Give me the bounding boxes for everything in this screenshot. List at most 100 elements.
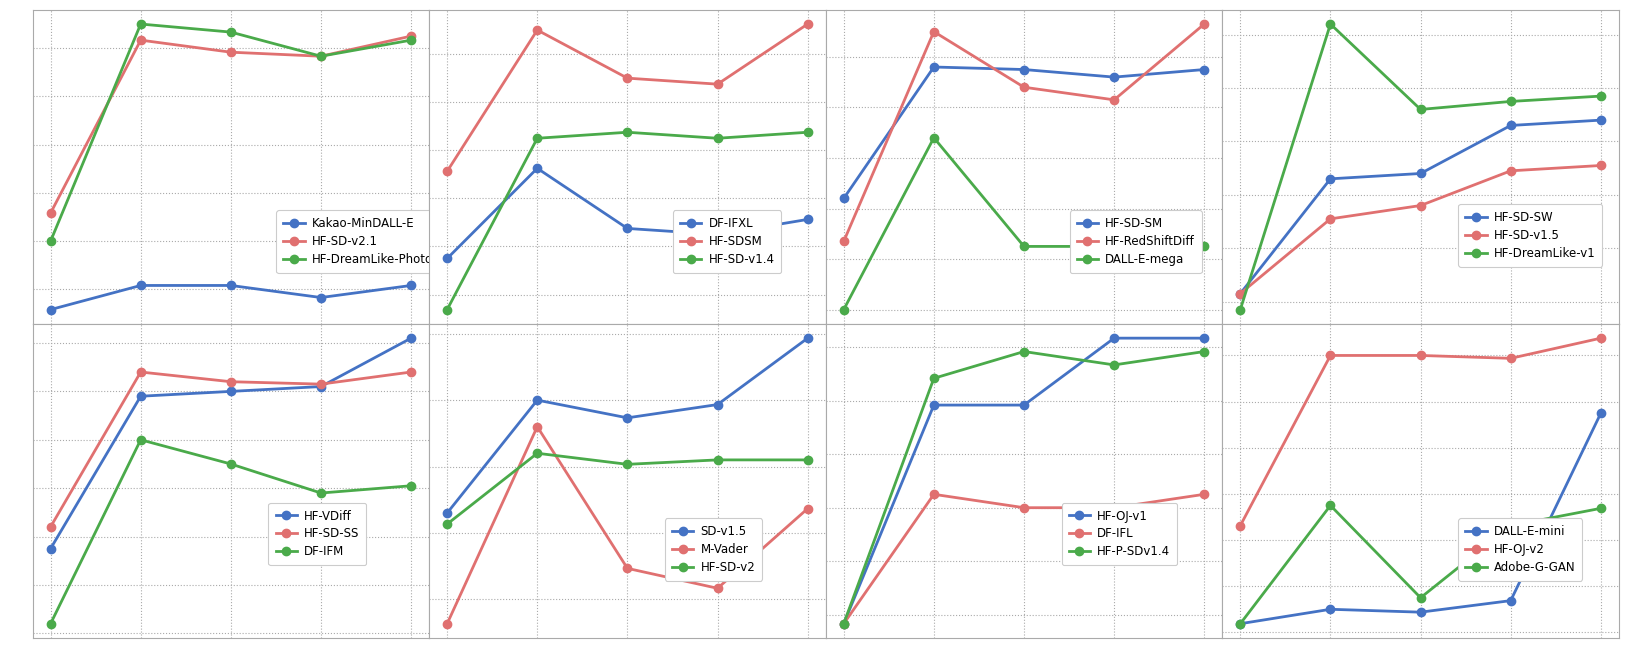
Line: DF-IFM: DF-IFM: [47, 436, 415, 628]
HF-SD-v1.5: [1502, 167, 1521, 174]
HF-RedShiftDiff: [924, 28, 944, 36]
DF-IFL: [835, 620, 854, 628]
Kakao-MinDALL-E: [402, 282, 421, 290]
HF-SD-SM: [1194, 66, 1214, 74]
DF-IFXL: [618, 225, 638, 232]
HF-SD-SW: [1591, 117, 1611, 124]
Line: Adobe-G-GAN: Adobe-G-GAN: [1237, 501, 1604, 628]
Legend: HF-SD-SM, HF-RedShiftDiff, DALL-E-mega: HF-SD-SM, HF-RedShiftDiff, DALL-E-mega: [1069, 210, 1202, 273]
Line: SD-v1.5: SD-v1.5: [443, 334, 812, 517]
HF-SD-v2: [708, 456, 727, 464]
Line: HF-SD-v2.1: HF-SD-v2.1: [47, 32, 415, 217]
Line: HF-OJ-v2: HF-OJ-v2: [1237, 334, 1604, 530]
HF-P-SDv1.4: [1194, 348, 1214, 355]
HF-P-SDv1.4: [924, 374, 944, 382]
HF-SD-v1.5: [1230, 290, 1250, 298]
HF-SD-SS: [311, 380, 330, 388]
DF-IFXL: [797, 215, 817, 223]
Line: HF-SD-v1.5: HF-SD-v1.5: [1237, 161, 1604, 298]
HF-SD-SW: [1502, 122, 1521, 130]
Kakao-MinDALL-E: [130, 282, 150, 290]
Kakao-MinDALL-E: [41, 306, 60, 314]
Line: Kakao-MinDALL-E: Kakao-MinDALL-E: [47, 281, 415, 314]
HF-SD-v1.4: [708, 134, 727, 142]
HF-SD-v2: [797, 456, 817, 464]
HF-OJ-v1: [1105, 334, 1124, 342]
DF-IFXL: [527, 165, 547, 173]
HF-SD-SW: [1411, 169, 1430, 177]
HF-OJ-v2: [1502, 354, 1521, 362]
HF-DreamLike-v1: [1230, 306, 1250, 314]
DALL-E-mega: [924, 134, 944, 142]
DF-IFL: [1014, 504, 1033, 512]
DF-IFL: [1105, 504, 1124, 512]
HF-SD-SM: [835, 195, 854, 202]
HF-DreamLike-Photoreal-v2.0: [402, 36, 421, 44]
Adobe-G-GAN: [1321, 501, 1341, 509]
SD-v1.5: [618, 414, 638, 422]
SD-v1.5: [527, 396, 547, 404]
HF-SD-v2: [438, 520, 457, 528]
HF-VDiff: [130, 393, 150, 400]
HF-VDiff: [311, 383, 330, 391]
HF-OJ-v1: [1014, 401, 1033, 409]
DALL-E-mini: [1411, 608, 1430, 616]
HF-DreamLike-v1: [1321, 20, 1341, 28]
Legend: SD-v1.5, M-Vader, HF-SD-v2: SD-v1.5, M-Vader, HF-SD-v2: [665, 518, 763, 581]
DALL-E-mini: [1230, 620, 1250, 628]
HF-RedShiftDiff: [1194, 20, 1214, 28]
HF-SD-v1.4: [797, 128, 817, 136]
HF-SD-v2: [527, 449, 547, 457]
HF-DreamLike-v1: [1411, 105, 1430, 113]
Line: HF-DreamLike-Photoreal-v2.0: HF-DreamLike-Photoreal-v2.0: [47, 20, 415, 245]
HF-P-SDv1.4: [835, 620, 854, 628]
HF-SD-SW: [1230, 290, 1250, 298]
HF-SD-v1.4: [438, 306, 457, 314]
HF-VDiff: [221, 387, 241, 395]
Line: DALL-E-mini: DALL-E-mini: [1237, 409, 1604, 628]
M-Vader: [438, 620, 457, 628]
HF-VDiff: [402, 334, 421, 342]
HF-SD-v1.5: [1591, 161, 1611, 169]
DF-IFM: [311, 489, 330, 497]
HF-SDSM: [618, 74, 638, 82]
DALL-E-mini: [1591, 409, 1611, 417]
Line: DF-IFXL: DF-IFXL: [443, 164, 812, 262]
HF-SD-v2.1: [402, 32, 421, 40]
HF-P-SDv1.4: [1105, 361, 1124, 369]
Line: HF-SDSM: HF-SDSM: [443, 20, 812, 176]
Legend: HF-SD-SW, HF-SD-v1.5, HF-DreamLike-v1: HF-SD-SW, HF-SD-v1.5, HF-DreamLike-v1: [1458, 204, 1603, 267]
DF-IFXL: [438, 255, 457, 262]
DALL-E-mega: [1014, 243, 1033, 251]
HF-SDSM: [708, 80, 727, 88]
DF-IFL: [924, 490, 944, 498]
DF-IFXL: [708, 230, 727, 238]
Line: HF-SD-v1.4: HF-SD-v1.4: [443, 128, 812, 314]
M-Vader: [618, 564, 638, 572]
DF-IFM: [41, 620, 60, 628]
Adobe-G-GAN: [1591, 505, 1611, 512]
DF-IFM: [130, 436, 150, 444]
Legend: Kakao-MinDALL-E, HF-SD-v2.1, HF-DreamLike-Photoreal-v2.0: Kakao-MinDALL-E, HF-SD-v2.1, HF-DreamLik…: [277, 210, 493, 273]
Legend: DF-IFXL, HF-SDSM, HF-SD-v1.4: DF-IFXL, HF-SDSM, HF-SD-v1.4: [674, 210, 781, 273]
HF-OJ-v2: [1591, 334, 1611, 342]
DALL-E-mini: [1321, 605, 1341, 613]
Line: HF-SD-SS: HF-SD-SS: [47, 368, 415, 531]
HF-SDSM: [797, 20, 817, 28]
Kakao-MinDALL-E: [221, 282, 241, 290]
HF-SD-v1.4: [618, 128, 638, 136]
Line: M-Vader: M-Vader: [443, 422, 812, 628]
HF-SD-SS: [221, 378, 241, 385]
DF-IFM: [221, 460, 241, 468]
Line: HF-SD-SM: HF-SD-SM: [840, 63, 1209, 202]
Adobe-G-GAN: [1502, 521, 1521, 529]
Line: HF-SD-SW: HF-SD-SW: [1237, 116, 1604, 298]
Line: DALL-E-mega: DALL-E-mega: [840, 133, 1209, 314]
Line: DF-IFL: DF-IFL: [840, 490, 1209, 628]
M-Vader: [708, 585, 727, 592]
HF-OJ-v1: [1194, 334, 1214, 342]
Line: HF-OJ-v1: HF-OJ-v1: [840, 334, 1209, 628]
HF-DreamLike-v1: [1502, 98, 1521, 105]
Line: HF-DreamLike-v1: HF-DreamLike-v1: [1237, 20, 1604, 314]
Legend: HF-OJ-v1, DF-IFL, HF-P-SDv1.4: HF-OJ-v1, DF-IFL, HF-P-SDv1.4: [1062, 503, 1178, 565]
